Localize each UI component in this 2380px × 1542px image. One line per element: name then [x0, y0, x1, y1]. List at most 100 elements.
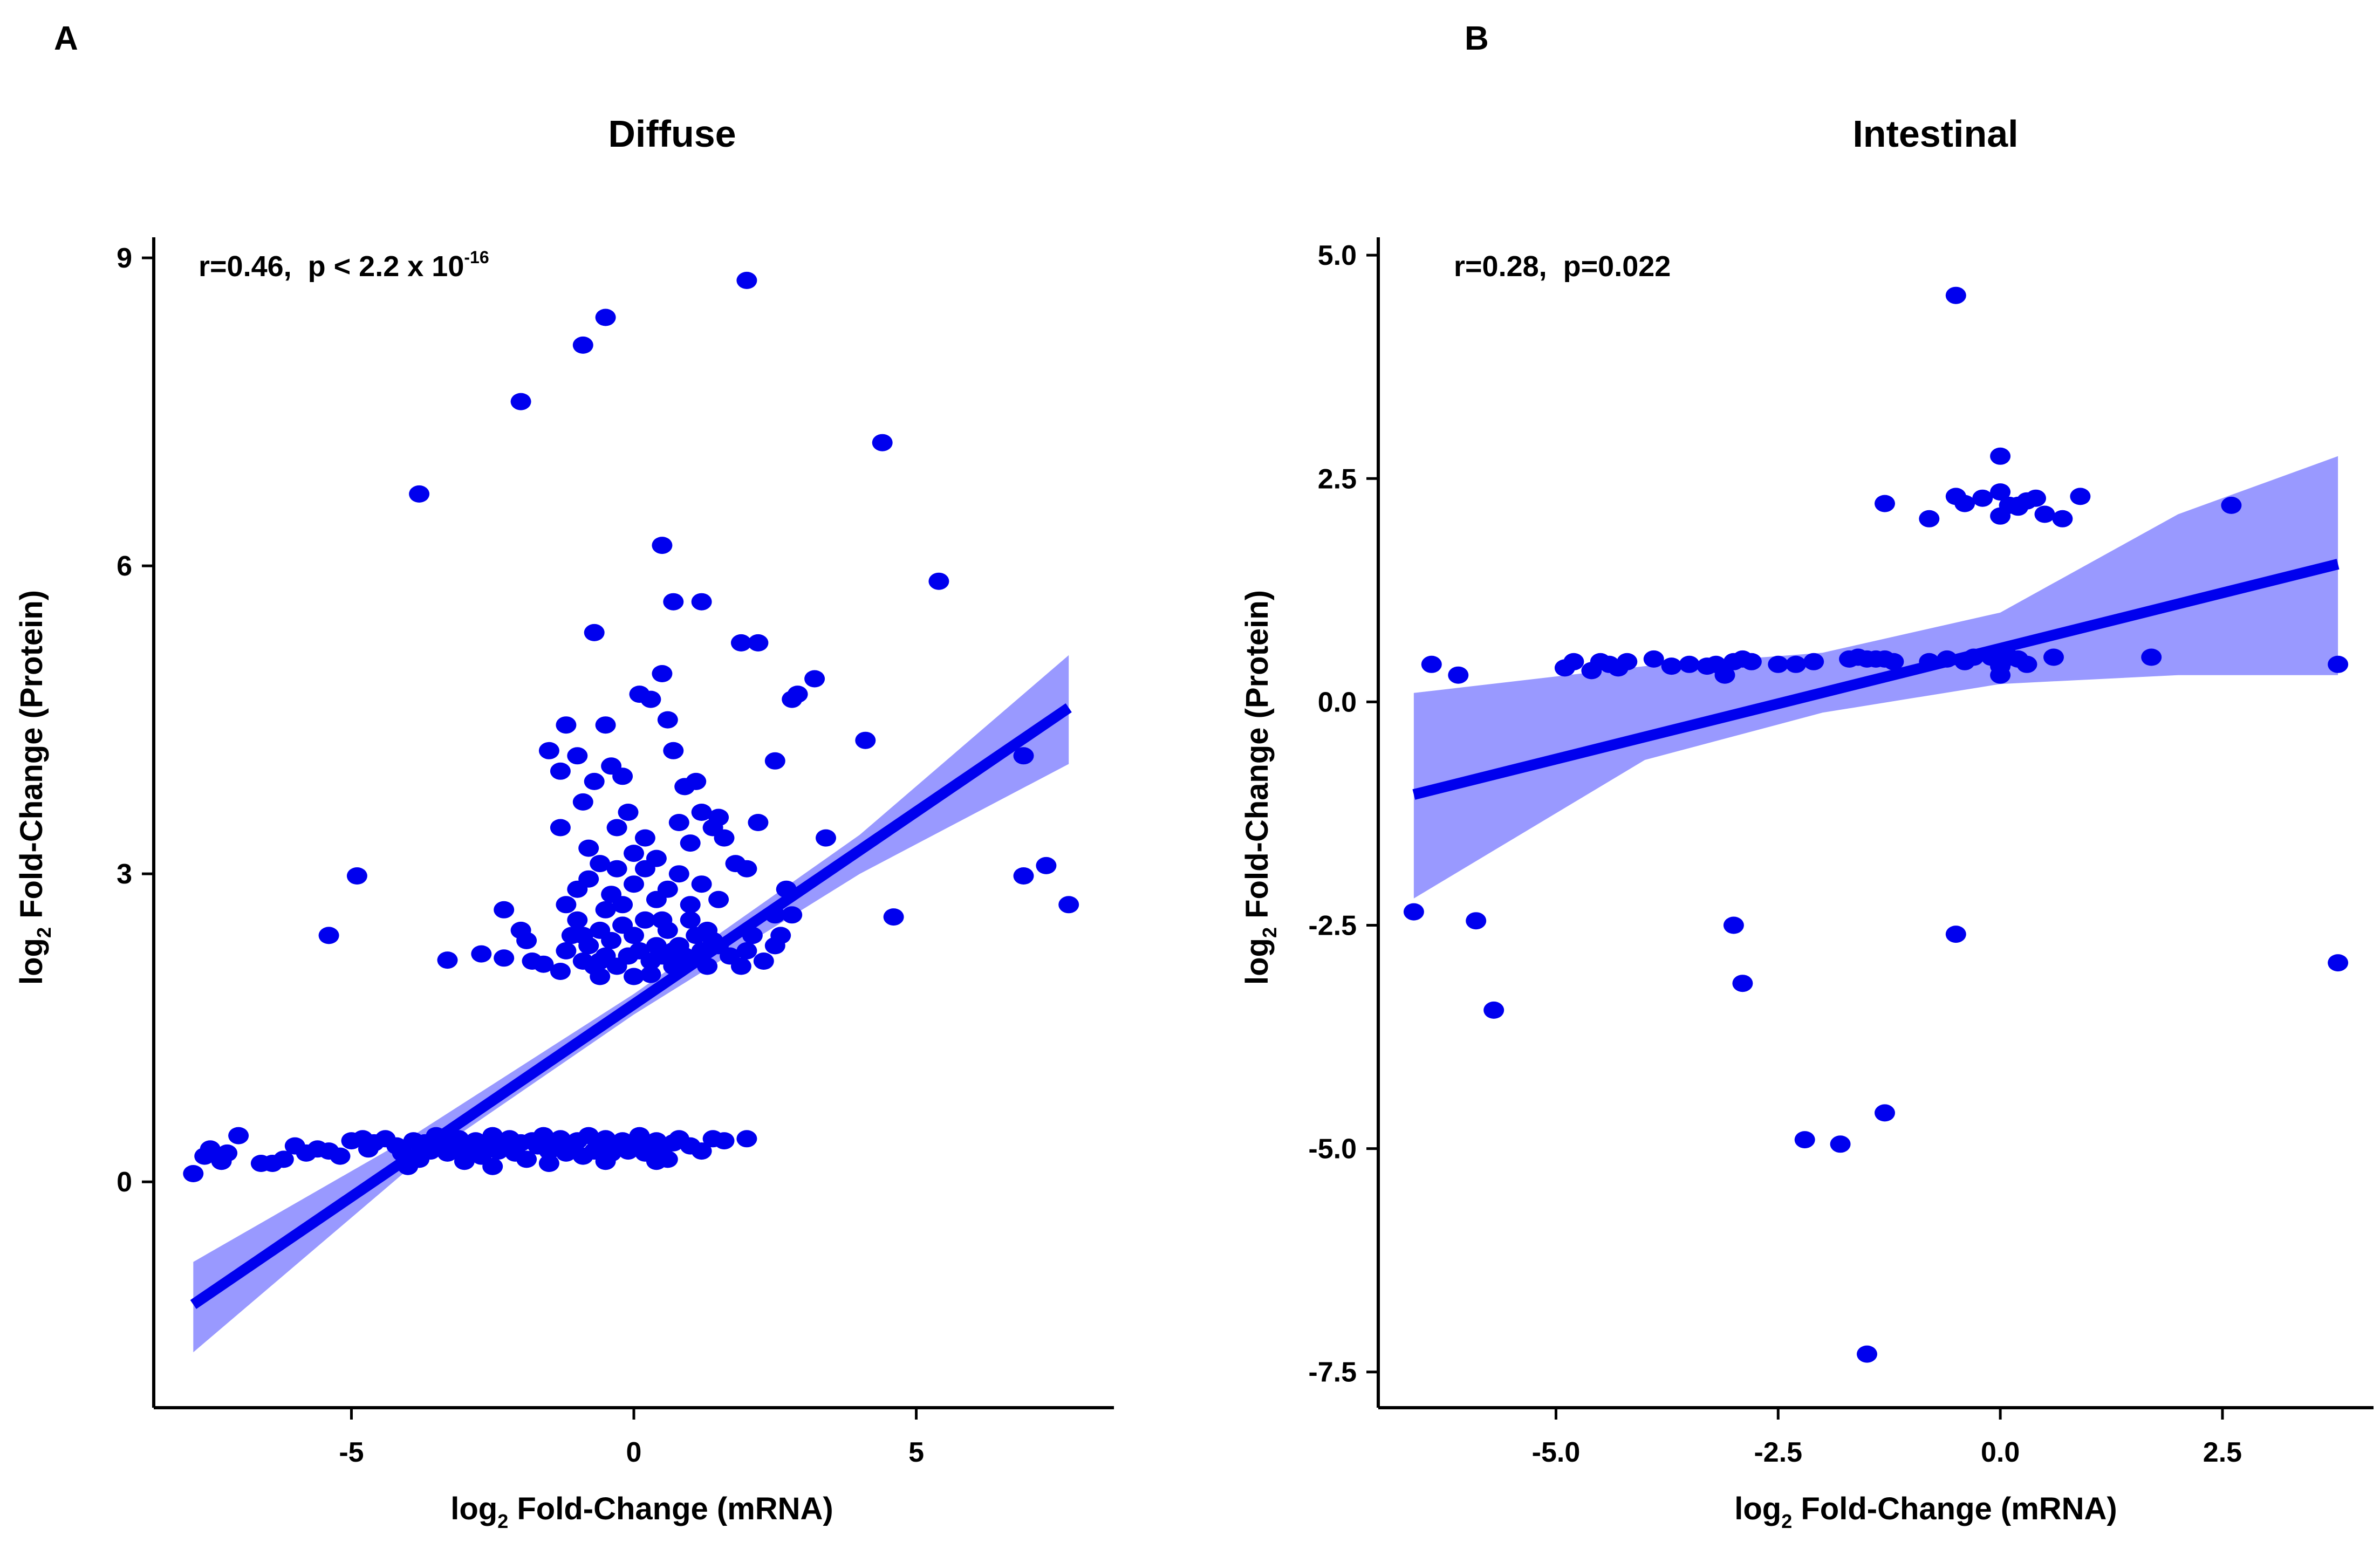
scatter-point — [691, 875, 712, 893]
scatter-point — [1679, 655, 1700, 673]
scatter-point — [736, 1130, 757, 1148]
scatter-points — [1403, 286, 2349, 1363]
scatter-point — [663, 942, 684, 960]
scatter-point — [680, 896, 701, 914]
panel-b-annotation: r=0.28, p=0.022 — [1454, 250, 1671, 283]
scatter-point — [2328, 655, 2349, 673]
y-tick-label: -5.0 — [1308, 1134, 1357, 1165]
scatter-point — [409, 485, 430, 503]
x-tick-label: 2.5 — [2203, 1437, 2242, 1468]
scatter-point — [471, 945, 492, 963]
scatter-point — [2221, 496, 2242, 514]
scatter-point — [1990, 666, 2011, 684]
scatter-point — [646, 849, 667, 867]
scatter-point — [2052, 510, 2073, 527]
scatter-point — [200, 1140, 221, 1158]
scatter-point — [1058, 896, 1079, 914]
y-tick-label: -2.5 — [1308, 910, 1357, 941]
scatter-point — [883, 908, 904, 926]
scatter-point — [538, 1155, 559, 1172]
scatter-point — [494, 949, 515, 967]
x-tick-label: 5 — [908, 1437, 924, 1468]
scatter-point — [1403, 903, 1424, 921]
scatter-point — [1421, 655, 1442, 673]
scatter-point — [748, 634, 769, 652]
y-tick-label: 0.0 — [1318, 687, 1357, 718]
scatter-point — [686, 772, 707, 790]
scatter-point — [567, 747, 588, 765]
scatter-point — [516, 1150, 537, 1168]
y-ticks: 5.0 2.5 0.0 -2.5 -5.0 -7.5 — [1308, 240, 1378, 1388]
scatter-point — [714, 829, 735, 847]
scatter-point — [228, 1127, 249, 1144]
panel-b: B Intestinal -5.0 -2.5 0.0 2.5 5.0 2.5 0.0 -2.… — [1240, 20, 2374, 1532]
scatter-point — [663, 742, 684, 759]
scatter-point — [1990, 507, 2011, 525]
scatter-point — [1661, 657, 1682, 675]
scatter-point — [872, 434, 893, 451]
scatter-point — [454, 1153, 475, 1170]
scatter-point — [1741, 653, 1762, 670]
scatter-point — [770, 927, 791, 944]
regression-line — [1412, 559, 2340, 800]
regression-line-path — [1412, 559, 2340, 800]
scatter-point — [567, 911, 588, 929]
panel-a-annotation: r=0.46, p < 2.2 x 10-16 — [199, 248, 489, 283]
scatter-point — [595, 309, 616, 326]
scatter-point — [730, 957, 751, 975]
scatter-point — [725, 855, 746, 873]
scatter-point — [590, 952, 611, 970]
scatter-point — [578, 839, 599, 857]
scatter-point — [346, 867, 367, 885]
scatter-point — [1036, 856, 1057, 874]
scatter-point — [634, 829, 655, 847]
scatter-point — [595, 901, 616, 919]
scatter-point — [595, 716, 616, 734]
y-tick-label: 2.5 — [1318, 463, 1357, 495]
scatter-point — [640, 965, 661, 983]
scatter-point — [657, 711, 678, 729]
scatter-point — [1643, 650, 1664, 668]
scatter-point — [590, 855, 611, 873]
x-ticks: -5.0 -2.5 0.0 2.5 — [1532, 1408, 2242, 1468]
scatter-point — [2328, 954, 2349, 972]
scatter-point — [550, 819, 571, 837]
scatter-point — [708, 808, 729, 826]
scatter-point — [748, 814, 769, 831]
scatter-point — [1954, 495, 1975, 512]
scatter-point — [318, 927, 339, 944]
scatter-point — [612, 767, 633, 785]
scatter-point — [736, 271, 757, 289]
scatter-point — [516, 931, 537, 949]
scatter-points — [183, 271, 1079, 1182]
scatter-point — [1857, 1345, 1877, 1363]
scatter-point — [1945, 926, 1966, 943]
scatter-point — [652, 911, 673, 929]
scatter-point — [1483, 1001, 1504, 1019]
scatter-point — [330, 1147, 351, 1165]
scatter-point — [624, 845, 644, 862]
panel-a-x-label: log2 Fold-Change (mRNA) — [450, 1491, 833, 1532]
y-ticks: 0 3 6 9 — [117, 243, 154, 1198]
y-tick-label: -7.5 — [1308, 1357, 1357, 1388]
scatter-point — [2008, 496, 2029, 514]
scatter-point — [634, 911, 655, 929]
scatter-point — [928, 572, 949, 590]
scatter-point — [584, 623, 605, 641]
scatter-point — [1786, 655, 1807, 673]
y-tick-label: 0 — [117, 1167, 132, 1198]
scatter-point — [606, 860, 627, 878]
scatter-point — [1865, 650, 1886, 668]
x-tick-label: -5 — [339, 1437, 364, 1468]
scatter-point — [1875, 495, 1895, 512]
scatter-point — [1883, 653, 1904, 670]
scatter-point — [1563, 653, 1584, 670]
panel-a-title: Diffuse — [608, 113, 736, 155]
scatter-point — [273, 1150, 294, 1168]
scatter-point — [1013, 867, 1034, 885]
scatter-point — [714, 1132, 735, 1150]
scatter-point — [624, 875, 644, 893]
scatter-point — [578, 870, 599, 888]
y-tick-label: 3 — [117, 859, 132, 890]
y-tick-label: 5.0 — [1318, 240, 1357, 271]
